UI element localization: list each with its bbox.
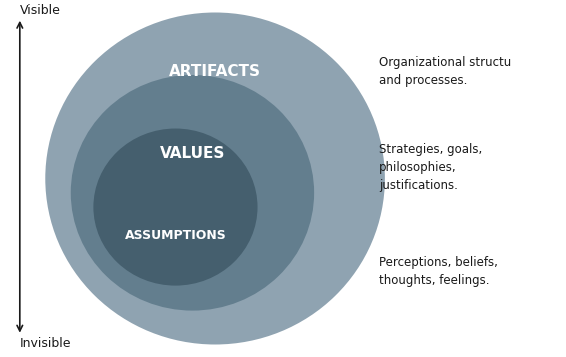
Ellipse shape [93,129,258,286]
Text: Invisible: Invisible [20,337,71,350]
Text: Strategies, goals,
philosophies,
justifications.: Strategies, goals, philosophies, justifi… [379,143,482,192]
Text: ASSUMPTIONS: ASSUMPTIONS [125,229,226,242]
Text: Perceptions, beliefs,
thoughts, feelings.: Perceptions, beliefs, thoughts, feelings… [379,256,498,287]
Text: Organizational structu
and processes.: Organizational structu and processes. [379,56,512,87]
Text: VALUES: VALUES [160,146,225,161]
Ellipse shape [71,75,314,311]
Text: Visible: Visible [20,4,61,16]
Text: ARTIFACTS: ARTIFACTS [169,64,261,79]
Ellipse shape [45,12,385,345]
